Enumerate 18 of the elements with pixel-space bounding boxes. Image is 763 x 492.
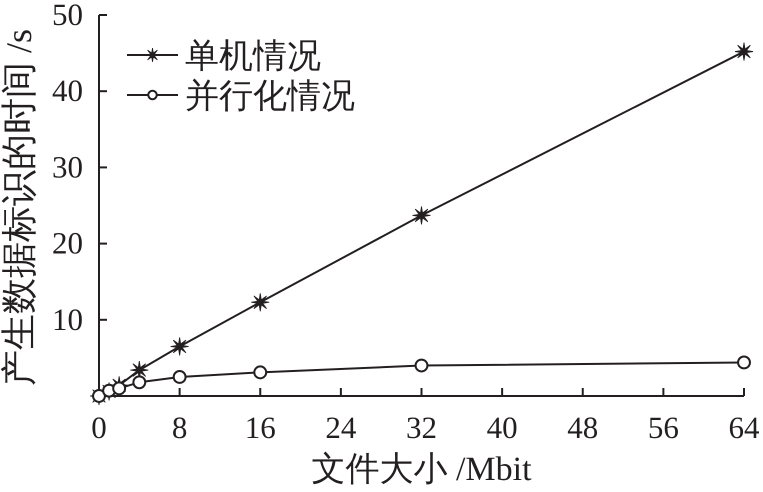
legend-label: 并行化情况 — [185, 78, 355, 115]
x-tick-label: 40 — [486, 410, 518, 445]
y-tick-label: 40 — [52, 73, 83, 108]
x-tick-label: 16 — [244, 410, 276, 445]
y-tick-label: 30 — [52, 149, 83, 184]
x-tick-label: 24 — [325, 410, 357, 445]
y-tick-label: 50 — [52, 0, 83, 32]
legend-label: 单机情况 — [185, 38, 321, 75]
y-tick-label: 20 — [52, 226, 83, 261]
x-tick-label: 64 — [728, 410, 760, 445]
y-axis-title: 产生数据标识的时间 /s — [0, 28, 39, 386]
y-tick-label: 10 — [52, 302, 83, 337]
x-tick-label: 8 — [172, 410, 188, 445]
x-axis-title: 文件大小 /Mbit — [311, 451, 532, 488]
x-tick-label: 56 — [648, 410, 679, 445]
x-tick-label: 32 — [406, 410, 437, 445]
x-tick-label: 0 — [91, 410, 107, 445]
x-tick-label: 48 — [567, 410, 598, 445]
